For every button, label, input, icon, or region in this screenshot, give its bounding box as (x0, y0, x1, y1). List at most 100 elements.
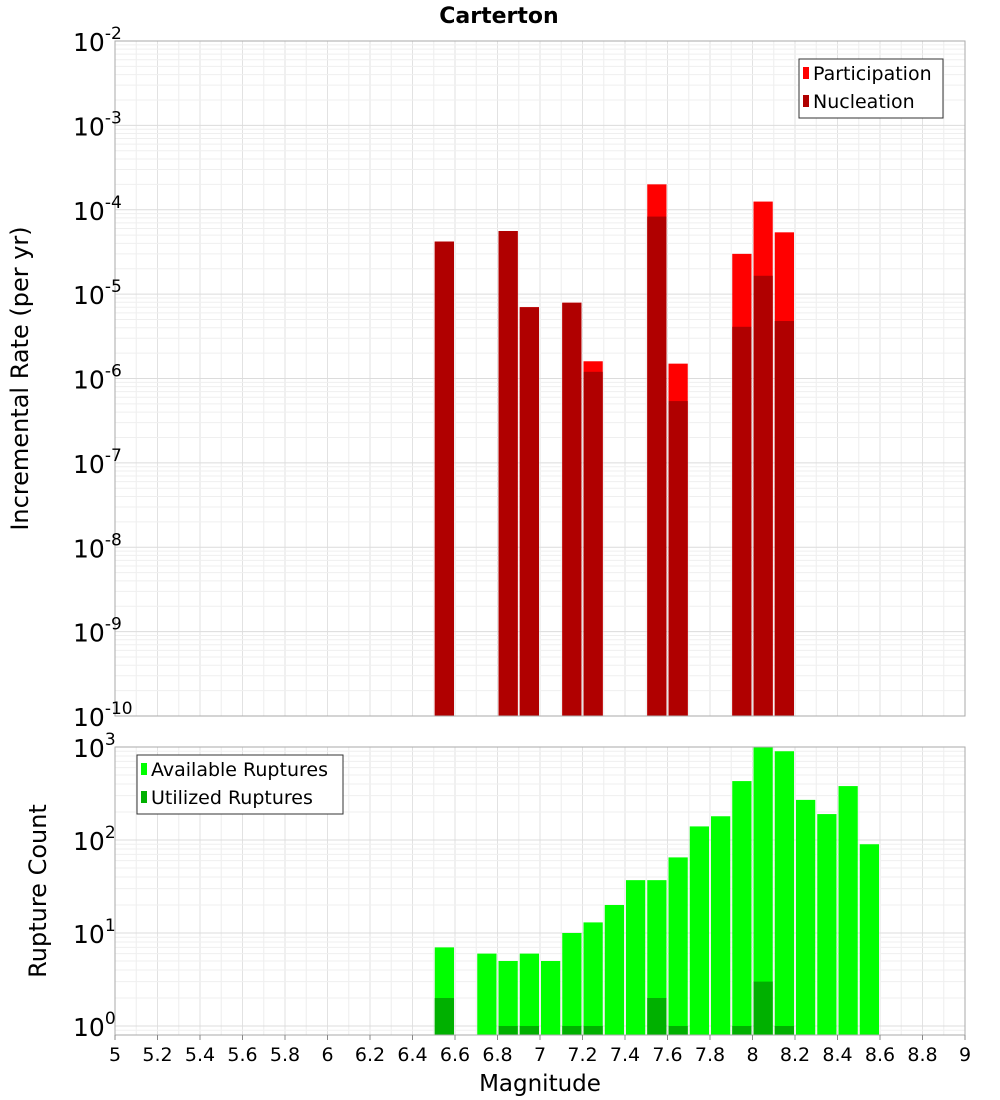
x-tick-label: 7.4 (610, 1044, 640, 1066)
bar (562, 932, 582, 1035)
bar (668, 401, 688, 716)
y-ticks-rate: 10-10 10-9 10-8 10-7 10-6 10-5 10-4 10-3 10-2 (73, 24, 133, 732)
y-tick-label: 10-4 (73, 193, 122, 226)
bar (541, 960, 561, 1035)
legend-swatch (803, 67, 809, 79)
x-tick-label: 5.2 (142, 1044, 172, 1066)
bar (732, 326, 752, 716)
bar (774, 1025, 794, 1035)
bar (753, 981, 773, 1035)
y-tick-label: 10-7 (73, 446, 122, 479)
x-tick-label: 8.2 (780, 1044, 810, 1066)
bar (477, 953, 497, 1035)
bar (434, 241, 454, 717)
bar (434, 997, 454, 1035)
legend-label: Available Ruptures (151, 759, 328, 781)
y-axis-label-rate: Incremental Rate (per yr) (6, 226, 34, 530)
bar (774, 751, 794, 1035)
grid-rate (114, 40, 966, 717)
x-tick-label: 7.2 (567, 1044, 597, 1066)
x-tick-label: 6.4 (397, 1044, 427, 1066)
bar (838, 786, 858, 1035)
chart-title: Carterton (439, 4, 558, 29)
legend-rate: Participation Nucleation (798, 58, 944, 119)
bar (583, 1025, 603, 1035)
bar (753, 747, 773, 1035)
bar (604, 904, 624, 1035)
bar (519, 953, 539, 1035)
legend-box (798, 58, 944, 119)
bar (796, 799, 816, 1035)
legend-label: Nucleation (813, 91, 915, 113)
x-tick-label: 5 (109, 1044, 121, 1066)
bars-count (434, 747, 879, 1035)
x-tick-label: 8.8 (907, 1044, 937, 1066)
bar (732, 781, 752, 1035)
bar (498, 1025, 518, 1035)
x-tick-label: 7 (534, 1044, 546, 1066)
x-tick-label: 8.6 (865, 1044, 895, 1066)
x-tick-label: 5.8 (270, 1044, 300, 1066)
bar (647, 880, 667, 1035)
y-tick-label: 10-3 (73, 108, 122, 141)
x-tick-label: 6 (321, 1044, 333, 1066)
bar (583, 922, 603, 1035)
bar (817, 814, 837, 1035)
bar (711, 816, 731, 1035)
bar (498, 230, 518, 716)
series-available-ruptures (434, 747, 879, 1035)
x-tick-label: 7.8 (695, 1044, 725, 1066)
legend-count: Available Ruptures Utilized Ruptures (136, 754, 344, 815)
bar (519, 1025, 539, 1035)
legend-label: Utilized Ruptures (151, 787, 313, 809)
bar (562, 1025, 582, 1035)
legend-swatch (141, 763, 147, 775)
series-utilized-ruptures (434, 981, 794, 1035)
plot-frame-rate (114, 40, 966, 717)
bar (732, 1025, 752, 1035)
legend-label: Participation (813, 63, 932, 85)
bar (689, 826, 709, 1035)
legend-box (136, 754, 344, 815)
y-tick-label: 10-10 (73, 699, 133, 732)
bar (562, 302, 582, 716)
bars-rate (434, 184, 794, 717)
y-tick-label: 10-9 (73, 615, 122, 648)
y-tick-label: 10-5 (73, 277, 122, 310)
legend-swatch (803, 95, 809, 107)
x-tick-label: 8.4 (822, 1044, 852, 1066)
x-tick-label: 5.4 (185, 1044, 215, 1066)
x-axis-label: Magnitude (479, 1071, 601, 1097)
x-tick-label: 6.6 (440, 1044, 470, 1066)
bar (626, 880, 646, 1035)
x-tick-label: 9 (959, 1044, 971, 1066)
y-axis-label-count: Rupture Count (24, 804, 52, 978)
y-ticks-count: 100 101 102 103 (73, 730, 116, 1042)
y-tick-label: 102 (73, 823, 116, 856)
y-tick-label: 10-6 (73, 362, 122, 395)
x-tick-label: 5.6 (227, 1044, 257, 1066)
y-tick-label: 10-8 (73, 530, 122, 563)
x-tick-label: 8 (746, 1044, 758, 1066)
plot-count: 100 101 102 103 Rupture Count Available Ruptu… (24, 730, 966, 1042)
x-tick-label: 7.6 (652, 1044, 682, 1066)
bar (498, 960, 518, 1035)
bar (774, 321, 794, 716)
y-tick-label: 10-2 (73, 24, 122, 57)
bar (519, 307, 539, 716)
y-tick-label: 101 (73, 916, 116, 949)
x-ticks: 5 5.2 5.4 5.6 5.8 6 6.2 6.4 6.6 6.8 7 7.2 7.4 7.6 7.8 8… (109, 1035, 971, 1066)
bar (753, 275, 773, 716)
bar (859, 844, 879, 1035)
y-tick-label: 103 (73, 730, 116, 763)
bar (668, 1025, 688, 1035)
plot-rate: 10-10 10-9 10-8 10-7 10-6 10-5 10-4 10-3 10-2 Inc… (6, 24, 966, 732)
x-tick-label: 6.8 (482, 1044, 512, 1066)
x-tick-label: 6.2 (355, 1044, 385, 1066)
bar (647, 997, 667, 1035)
bar (647, 216, 667, 716)
y-tick-label: 100 (73, 1009, 116, 1042)
legend-swatch (141, 791, 147, 803)
